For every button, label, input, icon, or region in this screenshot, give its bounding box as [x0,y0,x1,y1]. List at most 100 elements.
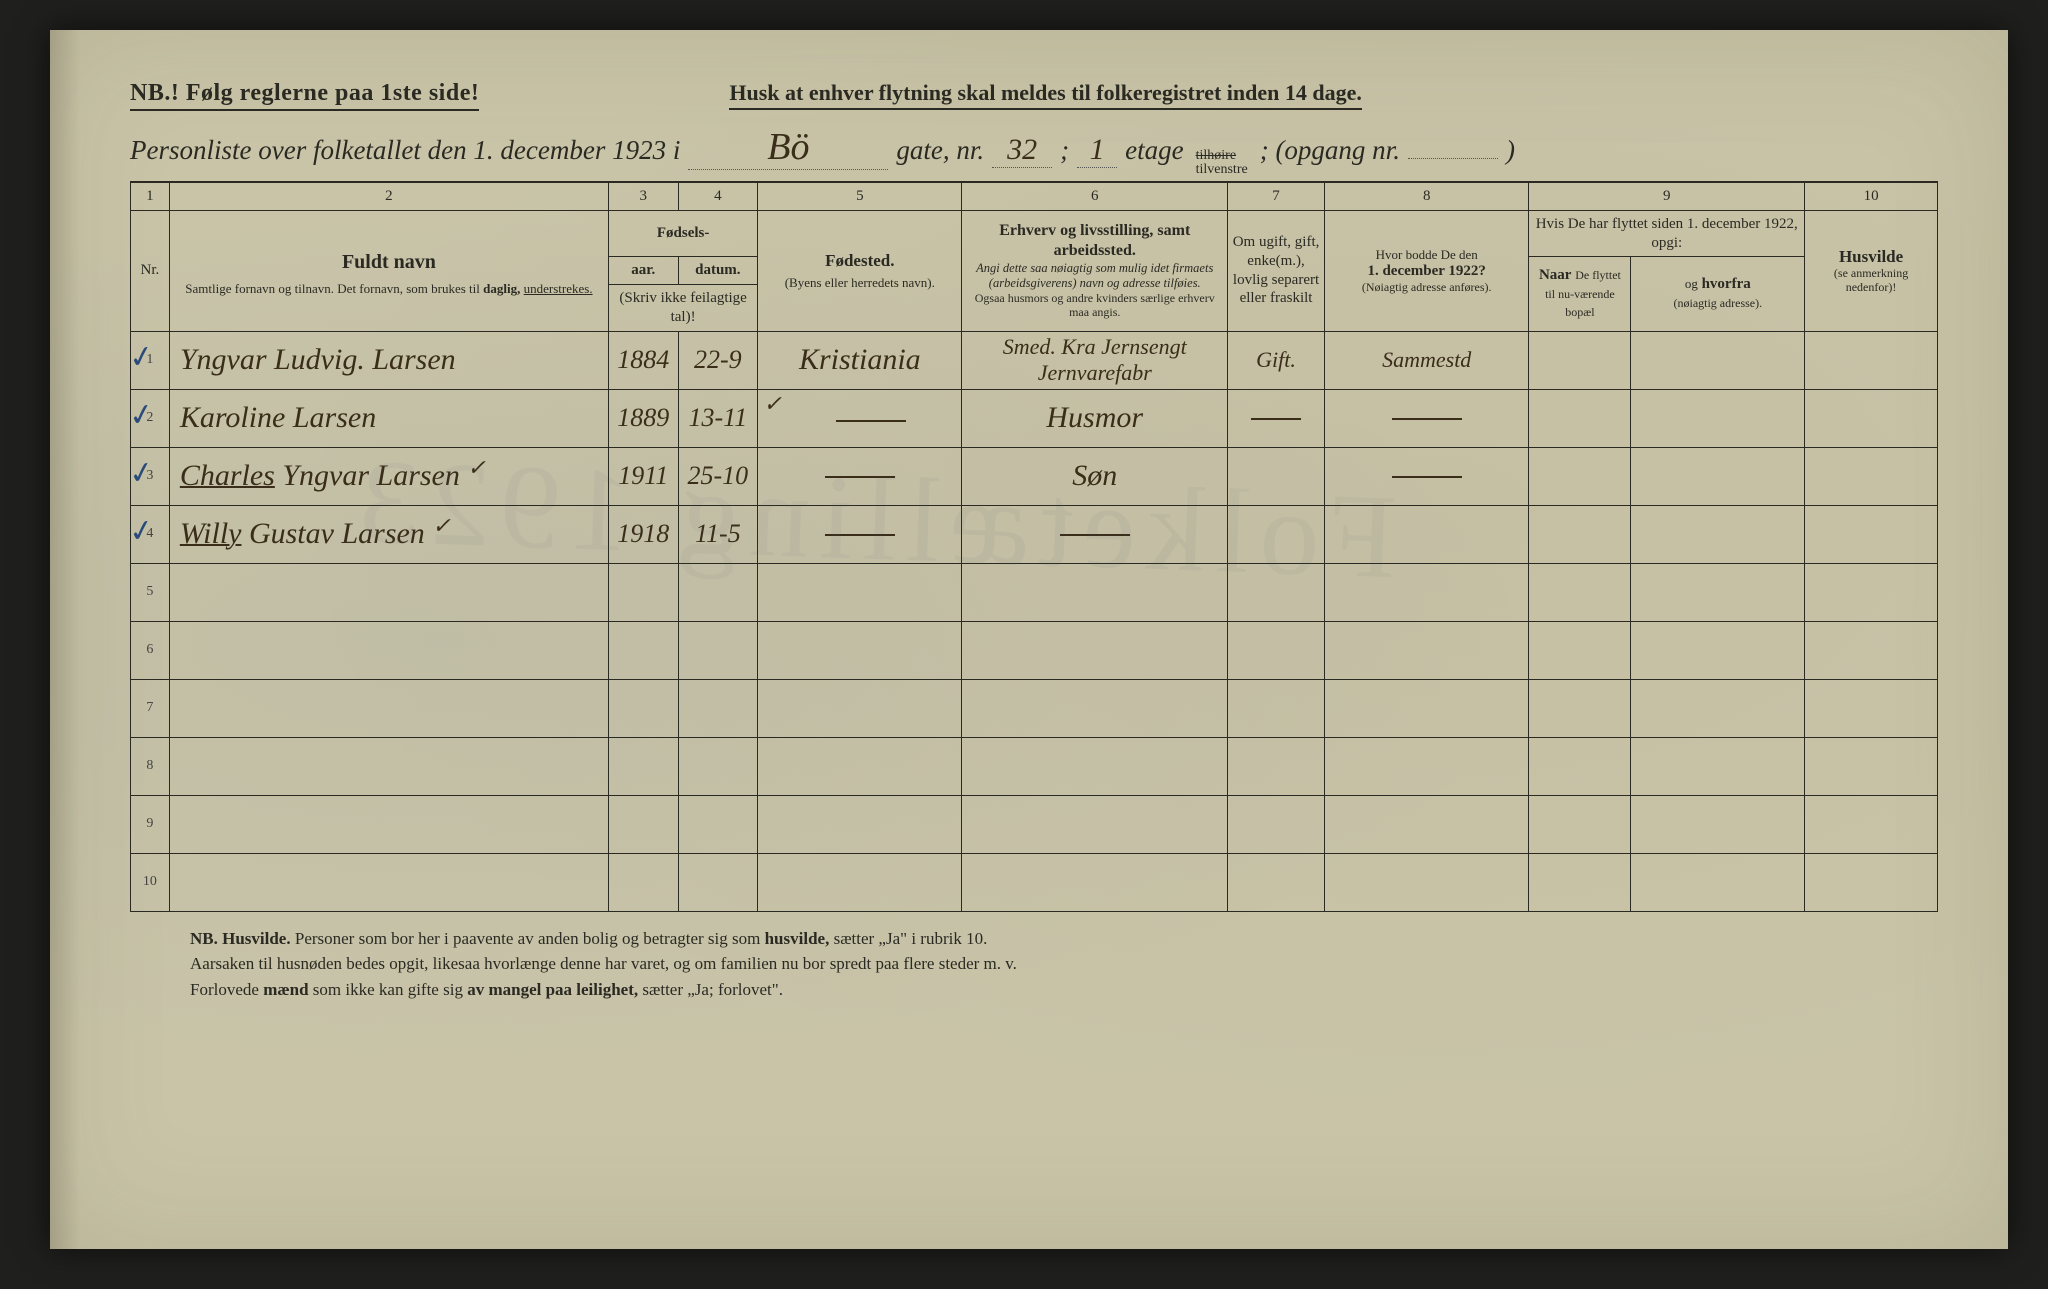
colnum-6: 6 [962,183,1228,211]
ditto-dash [1060,534,1130,536]
row-birthplace [758,505,962,563]
colnum-row: 1 2 3 4 5 6 7 8 9 10 [131,183,1938,211]
footnote-line-1: NB. Husvilde. Personer som bor her i paa… [190,926,1430,952]
table-row: ✓ 1 Yngvar Ludvig. Larsen 1884 22-9 Kris… [131,331,1938,389]
row-year: 1889 [609,389,678,447]
head-fodested: Fødested. (Byens eller herredets navn). [758,210,962,331]
head-row-main: Nr. Fuldt navn Samtlige fornavn og tilna… [131,210,1938,257]
row-date: 22-9 [678,331,758,389]
head-marital: Om ugift, gift, enke(m.), lovlig separer… [1228,210,1325,331]
row-hvorfra [1631,331,1805,389]
row-birthplace [758,447,962,505]
row-name: Charles Yngvar Larsen ✓ [169,447,608,505]
row-husvilde [1805,331,1938,389]
row-date: 11-5 [678,505,758,563]
row-nr: ✓ 1 [131,331,170,389]
row-hvorfra [1631,447,1805,505]
row-addr1922 [1325,505,1529,563]
check-icon: ✓ [126,396,157,435]
row-year: 1884 [609,331,678,389]
ditto-dash [825,534,895,536]
row-naar [1529,505,1631,563]
name-mark: ✓ [432,513,450,538]
row-nr: ✓ 4 [131,505,170,563]
side-options: tilhøire tilvenstre [1196,149,1248,177]
colnum-8: 8 [1325,183,1529,211]
etage-label: etage [1125,135,1183,166]
ditto-dash [825,476,895,478]
table-row: 5 [131,563,1938,621]
personliste-prefix: Personliste over folketallet den 1. dece… [130,135,680,166]
row-birthplace: ✓ [758,389,962,447]
etage-nr-field: 1 [1077,133,1117,168]
census-table: 1 2 3 4 5 6 7 8 9 10 Nr. Fuldt navn [130,182,1938,912]
head-erhverv: Erhverv og livsstilling, samt arbeidsste… [962,210,1228,331]
check-icon: ✓ [126,338,157,377]
row-nr: ✓ 2 [131,389,170,447]
head-fuldt-sub: Samtlige fornavn og tilnavn. Det fornavn… [174,281,604,297]
colnum-9: 9 [1529,183,1805,211]
row-marital [1228,447,1325,505]
husk-instruction: Husk at enhver flytning skal meldes til … [729,80,1362,110]
row-naar [1529,331,1631,389]
side-struck: tilhøire [1196,149,1248,163]
scan-frame: Folketælling 1923 NB.! Følg reglerne paa… [0,0,2048,1289]
head-nr: Nr. [131,210,170,331]
check-icon: ✓ [126,512,157,551]
table-row: 7 [131,679,1938,737]
row-hvorfra [1631,505,1805,563]
row-date: 25-10 [678,447,758,505]
row-occupation: Husmor [962,389,1228,447]
row-naar [1529,389,1631,447]
ditto-dash [1392,476,1462,478]
row-nr: 7 [131,679,170,737]
table-row: 9 [131,795,1938,853]
row-birthplace: Kristiania [758,331,962,389]
header-row-2: Personliste over folketallet den 1. dece… [130,117,1938,182]
footnote-line-2: Aarsaken til husnøden bedes opgit, likes… [190,951,1430,977]
colnum-5: 5 [758,183,962,211]
head-datum: datum. [678,257,758,285]
check-icon: ✓ [126,454,157,493]
head-fuldt-navn: Fuldt navn Samtlige fornavn og tilnavn. … [169,210,608,331]
table-row: ✓ 3 Charles Yngvar Larsen ✓ 1911 25-10 S… [131,447,1938,505]
row-nr: ✓ 3 [131,447,170,505]
colnum-1: 1 [131,183,170,211]
row-year: 1911 [609,447,678,505]
ditto-dash [1251,418,1301,420]
side-kept: tilvenstre [1196,163,1248,177]
row-nr: 9 [131,795,170,853]
row-husvilde [1805,505,1938,563]
row-addr1922: Sammestd [1325,331,1529,389]
row-name: Willy Gustav Larsen ✓ [169,505,608,563]
head-addr1922: Hvor bodde De den 1. december 1922? (Nøi… [1325,210,1529,331]
row-addr1922 [1325,389,1529,447]
row-name: Karoline Larsen [169,389,608,447]
head-hvorfra: og hvorfra (nøiagtig adresse). [1631,257,1805,331]
row-naar [1529,447,1631,505]
table-row: ✓ 2 Karoline Larsen 1889 13-11 ✓ Husmor [131,389,1938,447]
row-marital: Gift. [1228,331,1325,389]
sep: ; [1060,135,1069,166]
gate-label: gate, nr. [896,135,984,166]
head-naar: Naar De flyttet til nu-værende bopæl [1529,257,1631,331]
colnum-2: 2 [169,183,608,211]
ditto-dash [1392,418,1462,420]
opgang-field [1408,158,1498,159]
ditto-dash [836,420,906,422]
document-paper: Folketælling 1923 NB.! Følg reglerne paa… [50,30,2008,1249]
row-occupation [962,505,1228,563]
head-skriv-ikke: (Skriv ikke feilagtige tal)! [609,285,758,332]
row-husvilde [1805,447,1938,505]
row-name: Yngvar Ludvig. Larsen [169,331,608,389]
row-year: 1918 [609,505,678,563]
head-fuldt-title: Fuldt navn [174,250,604,275]
close-paren: ) [1506,135,1515,166]
table-body: ✓ 1 Yngvar Ludvig. Larsen 1884 22-9 Kris… [131,331,1938,911]
name-mark: ✓ [467,455,485,480]
row-husvilde [1805,389,1938,447]
head-flyttet: Hvis De har flyttet siden 1. december 19… [1529,210,1805,257]
table-row: 10 [131,853,1938,911]
row-occupation: Smed. Kra Jernsengt Jernvarefabr [962,331,1228,389]
table-row: ✓ 4 Willy Gustav Larsen ✓ 1918 11-5 [131,505,1938,563]
